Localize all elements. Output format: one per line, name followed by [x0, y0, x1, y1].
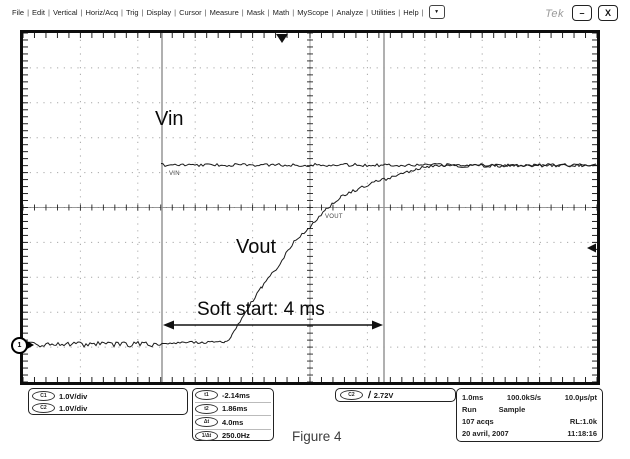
channel-readout-row: C2 1.0V/div	[32, 402, 184, 414]
menu-separator: |	[174, 7, 177, 17]
acquisition-mode: Sample	[498, 404, 526, 414]
waveform-display	[20, 30, 600, 385]
menu-item-analyze[interactable]: Analyze	[336, 7, 364, 17]
delta-t-value: 4.0ms	[222, 417, 244, 427]
menu-item-edit[interactable]: Edit	[32, 7, 45, 17]
acqs-count: 107 acqs	[462, 416, 494, 426]
channel-readout-box: C1 1.0V/div C2 1.0V/div	[28, 388, 188, 415]
cursor-readout-row: t1 -2.14ms	[195, 389, 271, 402]
softstart-arrowhead-left	[163, 320, 174, 330]
vin-annotation: Vin	[155, 108, 184, 130]
softstart-annotation: Soft start: 4 ms	[197, 299, 325, 320]
cursor-readout-row: 1/Δt 250.0Hz	[195, 428, 271, 443]
graticule	[20, 30, 600, 385]
menu-separator: |	[366, 7, 369, 17]
resolution-value: 10.0µs/pt	[564, 392, 597, 402]
sample-rate-value: 100.0kS/s	[506, 392, 542, 402]
vin-trace	[160, 162, 600, 168]
softstart-arrowhead-right	[372, 320, 383, 330]
acquisition-row: Run Sample	[462, 403, 597, 415]
menu-item-utilities[interactable]: Utilities	[371, 7, 396, 17]
menu-item-horizacq[interactable]: Horiz/Acq	[85, 7, 119, 17]
menu-item-mask[interactable]: Mask	[246, 7, 265, 17]
menu-separator: |	[267, 7, 270, 17]
menu-item-display[interactable]: Display	[146, 7, 172, 17]
inverse-delta-t-value: 250.0Hz	[222, 431, 250, 441]
channel-1-arrow-icon	[27, 341, 34, 349]
acquisition-row: 1.0ms 100.0kS/s 10.0µs/pt	[462, 391, 597, 403]
vout-annotation: Vout	[236, 236, 277, 258]
minimize-button[interactable]: –	[572, 5, 592, 21]
time-value: 11:18:16	[567, 428, 597, 438]
trigger-position-marker[interactable]	[276, 34, 288, 43]
menu-item-help[interactable]: Help	[403, 7, 419, 17]
menu-item-measure[interactable]: Measure	[209, 7, 239, 17]
cursor-readout-row: Δt 4.0ms	[195, 415, 271, 429]
menu-item-math[interactable]: Math	[272, 7, 290, 17]
acquisition-row: 20 avril, 2007 11:18:16	[462, 427, 597, 439]
trigger-level-marker[interactable]	[587, 243, 596, 253]
figure-caption: Figure 4	[292, 429, 342, 444]
vout-trace-tag: VOUT	[325, 214, 343, 220]
menu-separator: |	[292, 7, 295, 17]
channel-readout-row: C1 1.0V/div	[32, 390, 184, 402]
menu-item-trig[interactable]: Trig	[125, 7, 139, 17]
channel-1-position-marker[interactable]: 1	[11, 337, 28, 354]
tek-logo: Tek	[545, 8, 564, 20]
menu-item-vertical[interactable]: Vertical	[52, 7, 78, 17]
menu-separator: |	[331, 7, 334, 17]
date-value: 20 avril, 2007	[462, 428, 509, 438]
menu-item-myscope[interactable]: MyScope	[297, 7, 329, 17]
acquisition-info-box: 1.0ms 100.0kS/s 10.0µs/pt Run Sample 107…	[456, 388, 603, 442]
cursor-readout-box: t1 -2.14ms t2 1.86ms Δt 4.0ms 1/Δt 250.0…	[192, 388, 274, 441]
t2-value: 1.86ms	[222, 404, 248, 414]
menu-item-file[interactable]: File	[12, 7, 25, 17]
menu-separator: |	[204, 7, 207, 17]
trigger-level-value: 2.72V	[373, 390, 394, 400]
record-length: RL:1.0k	[569, 416, 597, 426]
c1-badge: C1	[32, 391, 55, 401]
trigger-readout-box: C2 / 2.72V	[335, 388, 456, 402]
inverse-delta-t-badge: 1/Δt	[195, 430, 218, 441]
acquisition-row: 107 acqs RL:1.0k	[462, 415, 597, 427]
menu-bar: File | Edit | Vertical | Horiz/Acq | Trig | Displa…	[10, 4, 445, 20]
menu-separator: |	[421, 7, 424, 17]
vout-trace	[21, 163, 597, 348]
close-button[interactable]: X	[598, 5, 618, 21]
timebase-value: 1.0ms	[462, 392, 484, 402]
menu-separator: |	[141, 7, 144, 17]
t1-badge: t1	[195, 390, 218, 401]
cursor-readout-row: t2 1.86ms	[195, 401, 271, 416]
menu-item-cursor[interactable]: Cursor	[179, 7, 202, 17]
c2-scale-value: 1.0V/div	[59, 403, 88, 413]
t2-badge: t2	[195, 403, 218, 414]
trigger-source-badge: C2	[340, 390, 363, 400]
t1-value: -2.14ms	[222, 390, 250, 400]
vin-trace-tag: VIN	[169, 171, 180, 177]
menu-dropdown-button[interactable]: ▼	[428, 5, 445, 19]
menu-separator: |	[27, 7, 30, 17]
menu-separator: |	[80, 7, 83, 17]
run-state: Run	[462, 404, 477, 414]
graticule-border	[20, 30, 600, 385]
delta-t-badge: Δt	[195, 417, 218, 428]
menu-separator: |	[241, 7, 244, 17]
menu-separator: |	[47, 7, 50, 17]
menu-separator: |	[398, 7, 401, 17]
rising-edge-icon: /	[367, 389, 372, 401]
c2-badge: C2	[32, 403, 55, 413]
c1-scale-value: 1.0V/div	[59, 391, 88, 401]
menu-separator: |	[121, 7, 123, 17]
